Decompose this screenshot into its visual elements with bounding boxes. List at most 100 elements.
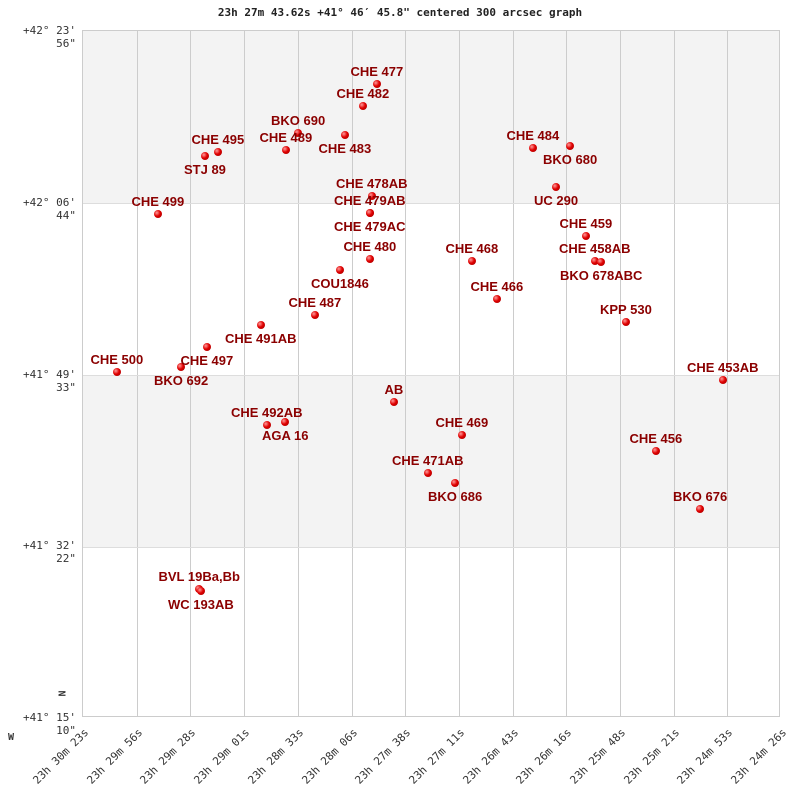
star-marker[interactable] <box>154 210 162 218</box>
star-marker[interactable] <box>336 266 344 274</box>
grid-line <box>190 31 192 716</box>
star-marker[interactable] <box>177 363 185 371</box>
y-tick-label: +41° 49' 33" <box>23 367 76 394</box>
star-label: CHE 471AB <box>392 453 464 468</box>
star-marker[interactable] <box>451 479 459 487</box>
star-marker[interactable] <box>341 131 349 139</box>
grid-line <box>351 31 353 716</box>
star-label: WC 193AB <box>168 597 234 612</box>
star-label: CHE 458AB <box>559 241 631 256</box>
star-marker[interactable] <box>368 192 376 200</box>
grid-line <box>244 31 246 716</box>
grid-line <box>83 375 779 376</box>
grid-line <box>297 31 299 716</box>
star-label: COU1846 <box>311 276 369 291</box>
star-label: CHE 483 <box>318 141 372 156</box>
star-marker[interactable] <box>263 421 271 429</box>
band <box>83 375 779 547</box>
north-indicator: N <box>57 690 69 697</box>
star-label: CHE 489 <box>259 130 313 145</box>
star-marker[interactable] <box>529 144 537 152</box>
star-marker[interactable] <box>366 209 374 217</box>
star-label: BKO 686 <box>428 489 483 504</box>
star-marker[interactable] <box>719 376 727 384</box>
y-tick-label: +42° 23' 56" <box>23 24 76 50</box>
star-label: CHE 478AB <box>336 176 408 191</box>
star-marker[interactable] <box>566 142 574 150</box>
star-label: CHE 492AB <box>231 405 303 420</box>
star-label: CHE 468 <box>445 241 499 256</box>
star-marker[interactable] <box>552 183 560 191</box>
grid-line <box>136 31 138 716</box>
grid-line <box>673 31 675 716</box>
star-marker[interactable] <box>582 232 590 240</box>
grid-line <box>566 31 568 716</box>
star-label: BKO 676 <box>673 489 728 504</box>
star-label: CHE 495 <box>191 132 245 147</box>
star-label: CHE 480 <box>343 239 397 254</box>
star-marker[interactable] <box>203 343 211 351</box>
star-label: CHE 500 <box>90 352 144 367</box>
grid-line <box>405 31 407 716</box>
grid-line <box>458 31 460 716</box>
star-label: CHE 459 <box>559 216 613 231</box>
star-label: CHE 487 <box>288 295 342 310</box>
star-label: BKO 690 <box>271 113 326 128</box>
star-marker[interactable] <box>197 587 205 595</box>
star-label: AB <box>384 382 404 397</box>
grid-line <box>83 203 779 204</box>
star-marker[interactable] <box>281 418 289 426</box>
star-label: BKO 678ABC <box>560 268 643 283</box>
star-label: CHE 484 <box>506 128 560 143</box>
star-label: BKO 680 <box>543 152 598 167</box>
y-tick-label: +41° 32' 22" <box>23 539 76 566</box>
grid-line <box>727 31 729 716</box>
grid-line <box>512 31 514 716</box>
star-label: CHE 466 <box>470 279 524 294</box>
star-marker[interactable] <box>294 129 302 137</box>
y-tick-label: +42° 06' 44" <box>23 195 76 222</box>
star-marker[interactable] <box>424 469 432 477</box>
star-marker[interactable] <box>468 257 476 265</box>
star-marker[interactable] <box>282 146 290 154</box>
star-label: BVL 19Ba,Bb <box>158 569 240 584</box>
star-marker[interactable] <box>390 398 398 406</box>
star-marker[interactable] <box>311 311 319 319</box>
grid-line <box>620 31 621 716</box>
star-marker[interactable] <box>373 80 381 88</box>
west-indicator: W <box>8 732 15 743</box>
star-marker[interactable] <box>591 257 599 265</box>
star-label: CHE 482 <box>336 86 390 101</box>
star-marker[interactable] <box>366 255 374 263</box>
y-tick-label: +41° 15' 10" <box>23 711 76 738</box>
star-label: CHE 499 <box>131 194 185 209</box>
star-marker[interactable] <box>696 505 704 513</box>
star-marker[interactable] <box>113 368 121 376</box>
star-marker[interactable] <box>257 321 265 329</box>
star-label: CHE 456 <box>629 431 683 446</box>
star-label: STJ 89 <box>184 162 226 177</box>
star-label: CHE 497 <box>180 353 234 368</box>
star-marker[interactable] <box>359 102 367 110</box>
star-label: CHE 477 <box>350 64 404 79</box>
star-label: CHE 479AB <box>334 193 406 208</box>
star-marker[interactable] <box>458 431 466 439</box>
star-label: AGA 16 <box>262 428 309 443</box>
star-label: CHE 491AB <box>225 331 297 346</box>
star-marker[interactable] <box>201 152 209 160</box>
band <box>83 31 779 203</box>
star-label: BKO 692 <box>154 373 209 388</box>
star-marker[interactable] <box>597 258 605 266</box>
star-marker[interactable] <box>622 318 630 326</box>
star-marker[interactable] <box>652 447 660 455</box>
star-label: CHE 479AC <box>334 219 406 234</box>
star-label: CHE 469 <box>435 415 489 430</box>
star-label: CHE 453AB <box>687 360 759 375</box>
star-marker[interactable] <box>214 148 222 156</box>
plot-area <box>82 30 780 717</box>
star-label: KPP 530 <box>600 302 652 317</box>
graph-title: 23h 27m 43.62s +41° 46′ 45.8" centered 3… <box>217 6 583 19</box>
grid-line <box>83 547 779 548</box>
star-label: UC 290 <box>534 193 579 208</box>
star-marker[interactable] <box>493 295 501 303</box>
